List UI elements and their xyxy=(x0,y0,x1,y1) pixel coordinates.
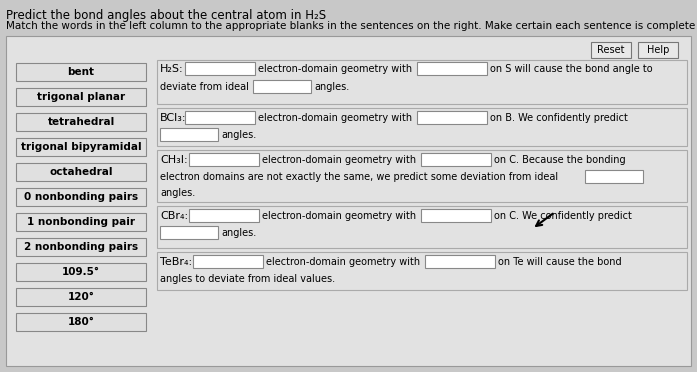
Text: 2 nonbonding pairs: 2 nonbonding pairs xyxy=(24,242,138,252)
Text: electron-domain geometry with: electron-domain geometry with xyxy=(258,64,412,74)
Text: electron-domain geometry with: electron-domain geometry with xyxy=(262,155,416,165)
Text: angles to deviate from ideal values.: angles to deviate from ideal values. xyxy=(160,274,335,284)
Text: Reset: Reset xyxy=(597,45,625,55)
FancyBboxPatch shape xyxy=(421,153,491,166)
FancyBboxPatch shape xyxy=(585,170,643,183)
FancyBboxPatch shape xyxy=(16,88,146,106)
Text: on C. We confidently predict: on C. We confidently predict xyxy=(494,211,632,221)
Text: on C. Because the bonding: on C. Because the bonding xyxy=(494,155,626,165)
Text: angles.: angles. xyxy=(160,188,195,198)
FancyBboxPatch shape xyxy=(185,111,255,124)
FancyBboxPatch shape xyxy=(421,209,491,222)
FancyBboxPatch shape xyxy=(16,113,146,131)
Text: angles.: angles. xyxy=(314,82,349,92)
FancyBboxPatch shape xyxy=(638,42,678,58)
Text: H₂S:: H₂S: xyxy=(160,64,183,74)
FancyBboxPatch shape xyxy=(160,226,218,239)
Text: angles.: angles. xyxy=(221,130,256,140)
FancyBboxPatch shape xyxy=(16,263,146,281)
FancyBboxPatch shape xyxy=(591,42,631,58)
FancyBboxPatch shape xyxy=(16,313,146,331)
Text: Match the words in the left column to the appropriate blanks in the sentences on: Match the words in the left column to th… xyxy=(6,21,697,31)
FancyBboxPatch shape xyxy=(417,62,487,75)
Text: on Te will cause the bond: on Te will cause the bond xyxy=(498,257,622,267)
Text: deviate from ideal: deviate from ideal xyxy=(160,82,249,92)
FancyBboxPatch shape xyxy=(193,255,263,268)
Text: angles.: angles. xyxy=(221,228,256,238)
FancyBboxPatch shape xyxy=(425,255,495,268)
Text: Predict the bond angles about the central atom in H₂S: Predict the bond angles about the centra… xyxy=(6,9,326,22)
Text: CH₃I:: CH₃I: xyxy=(160,155,187,165)
Text: electron domains are not exactly the same, we predict some deviation from ideal: electron domains are not exactly the sam… xyxy=(160,172,558,182)
FancyBboxPatch shape xyxy=(16,238,146,256)
FancyBboxPatch shape xyxy=(16,213,146,231)
FancyBboxPatch shape xyxy=(417,111,487,124)
Text: TeBr₄:: TeBr₄: xyxy=(160,257,192,267)
Text: trigonal planar: trigonal planar xyxy=(37,92,125,102)
Text: 120°: 120° xyxy=(68,292,94,302)
FancyBboxPatch shape xyxy=(185,62,255,75)
Text: 1 nonbonding pair: 1 nonbonding pair xyxy=(27,217,135,227)
Text: 109.5°: 109.5° xyxy=(62,267,100,277)
Text: octahedral: octahedral xyxy=(49,167,113,177)
Text: on B. We confidently predict: on B. We confidently predict xyxy=(490,113,628,123)
Text: BCl₃:: BCl₃: xyxy=(160,113,187,123)
Text: CBr₄:: CBr₄: xyxy=(160,211,188,221)
FancyBboxPatch shape xyxy=(253,80,311,93)
FancyBboxPatch shape xyxy=(16,138,146,156)
FancyBboxPatch shape xyxy=(6,36,691,366)
Text: electron-domain geometry with: electron-domain geometry with xyxy=(262,211,416,221)
FancyBboxPatch shape xyxy=(16,188,146,206)
Text: electron-domain geometry with: electron-domain geometry with xyxy=(266,257,420,267)
FancyBboxPatch shape xyxy=(16,163,146,181)
FancyBboxPatch shape xyxy=(16,63,146,81)
FancyBboxPatch shape xyxy=(189,209,259,222)
Text: 180°: 180° xyxy=(68,317,94,327)
FancyBboxPatch shape xyxy=(189,153,259,166)
FancyBboxPatch shape xyxy=(160,128,218,141)
Text: tetrahedral: tetrahedral xyxy=(47,117,114,127)
FancyBboxPatch shape xyxy=(16,288,146,306)
Text: 0 nonbonding pairs: 0 nonbonding pairs xyxy=(24,192,138,202)
Text: Help: Help xyxy=(647,45,669,55)
Text: bent: bent xyxy=(68,67,95,77)
Text: electron-domain geometry with: electron-domain geometry with xyxy=(258,113,412,123)
Text: trigonal bipyramidal: trigonal bipyramidal xyxy=(21,142,141,152)
Text: on S will cause the bond angle to: on S will cause the bond angle to xyxy=(490,64,652,74)
